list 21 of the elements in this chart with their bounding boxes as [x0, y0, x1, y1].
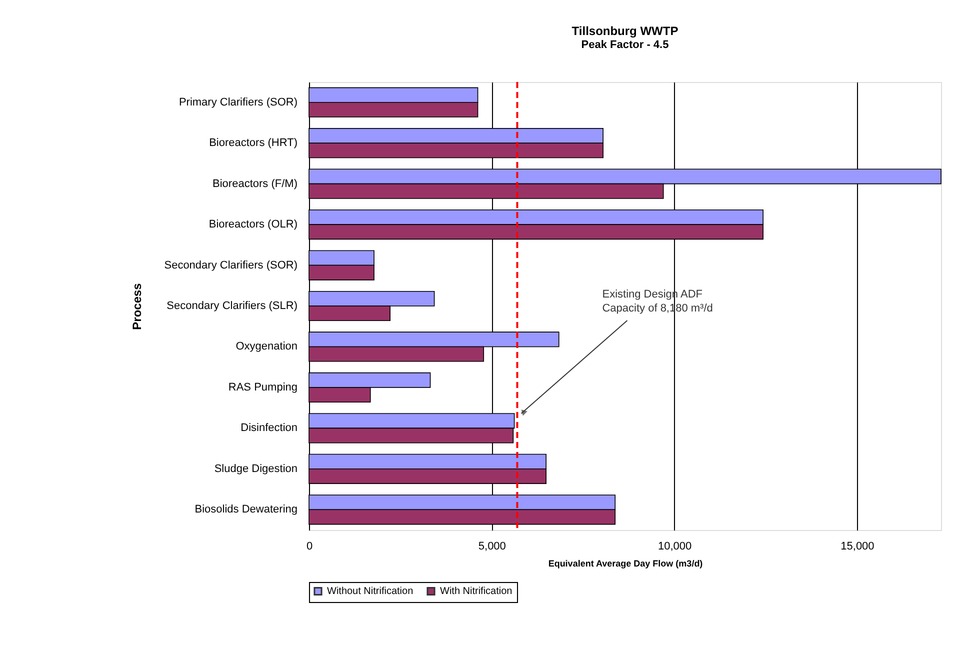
y-tick-label: Secondary Clarifiers (SOR): [164, 259, 298, 272]
y-tick-label: Secondary Clarifiers (SLR): [166, 300, 298, 312]
chart-subtitle: Peak Factor - 4.5: [581, 39, 669, 51]
y-tick-label: Disinfection: [240, 422, 298, 434]
x-axis-title: Equivalent Average Day Flow (m3/d): [548, 558, 703, 568]
x-tick-label: 10,000: [658, 540, 692, 552]
x-tick-label: 0: [306, 540, 313, 552]
y-tick-label: Biosolids Dewatering: [194, 504, 298, 516]
y-tick-label: Oxygenation: [236, 340, 298, 353]
y-axis-title: Process: [130, 282, 144, 330]
x-tick-label: 5,000: [478, 540, 506, 552]
y-tick-label: Bioreactors (HRT): [209, 137, 298, 150]
x-tick-label: 15,000: [840, 540, 874, 552]
y-tick-label: RAS Pumping: [228, 381, 298, 394]
y-tick-label: Bioreactors (OLR): [208, 218, 298, 231]
legend-label: Without Nitrification: [327, 586, 414, 598]
chart-title: Tillsonburg WWTP: [572, 24, 678, 38]
y-tick-label: Sludge Digestion: [214, 462, 298, 475]
legend-label: With Nitrification: [440, 586, 512, 598]
y-tick-label: Bioreactors (F/M): [212, 178, 298, 190]
y-tick-label: Primary Clarifiers (SOR): [178, 96, 298, 108]
